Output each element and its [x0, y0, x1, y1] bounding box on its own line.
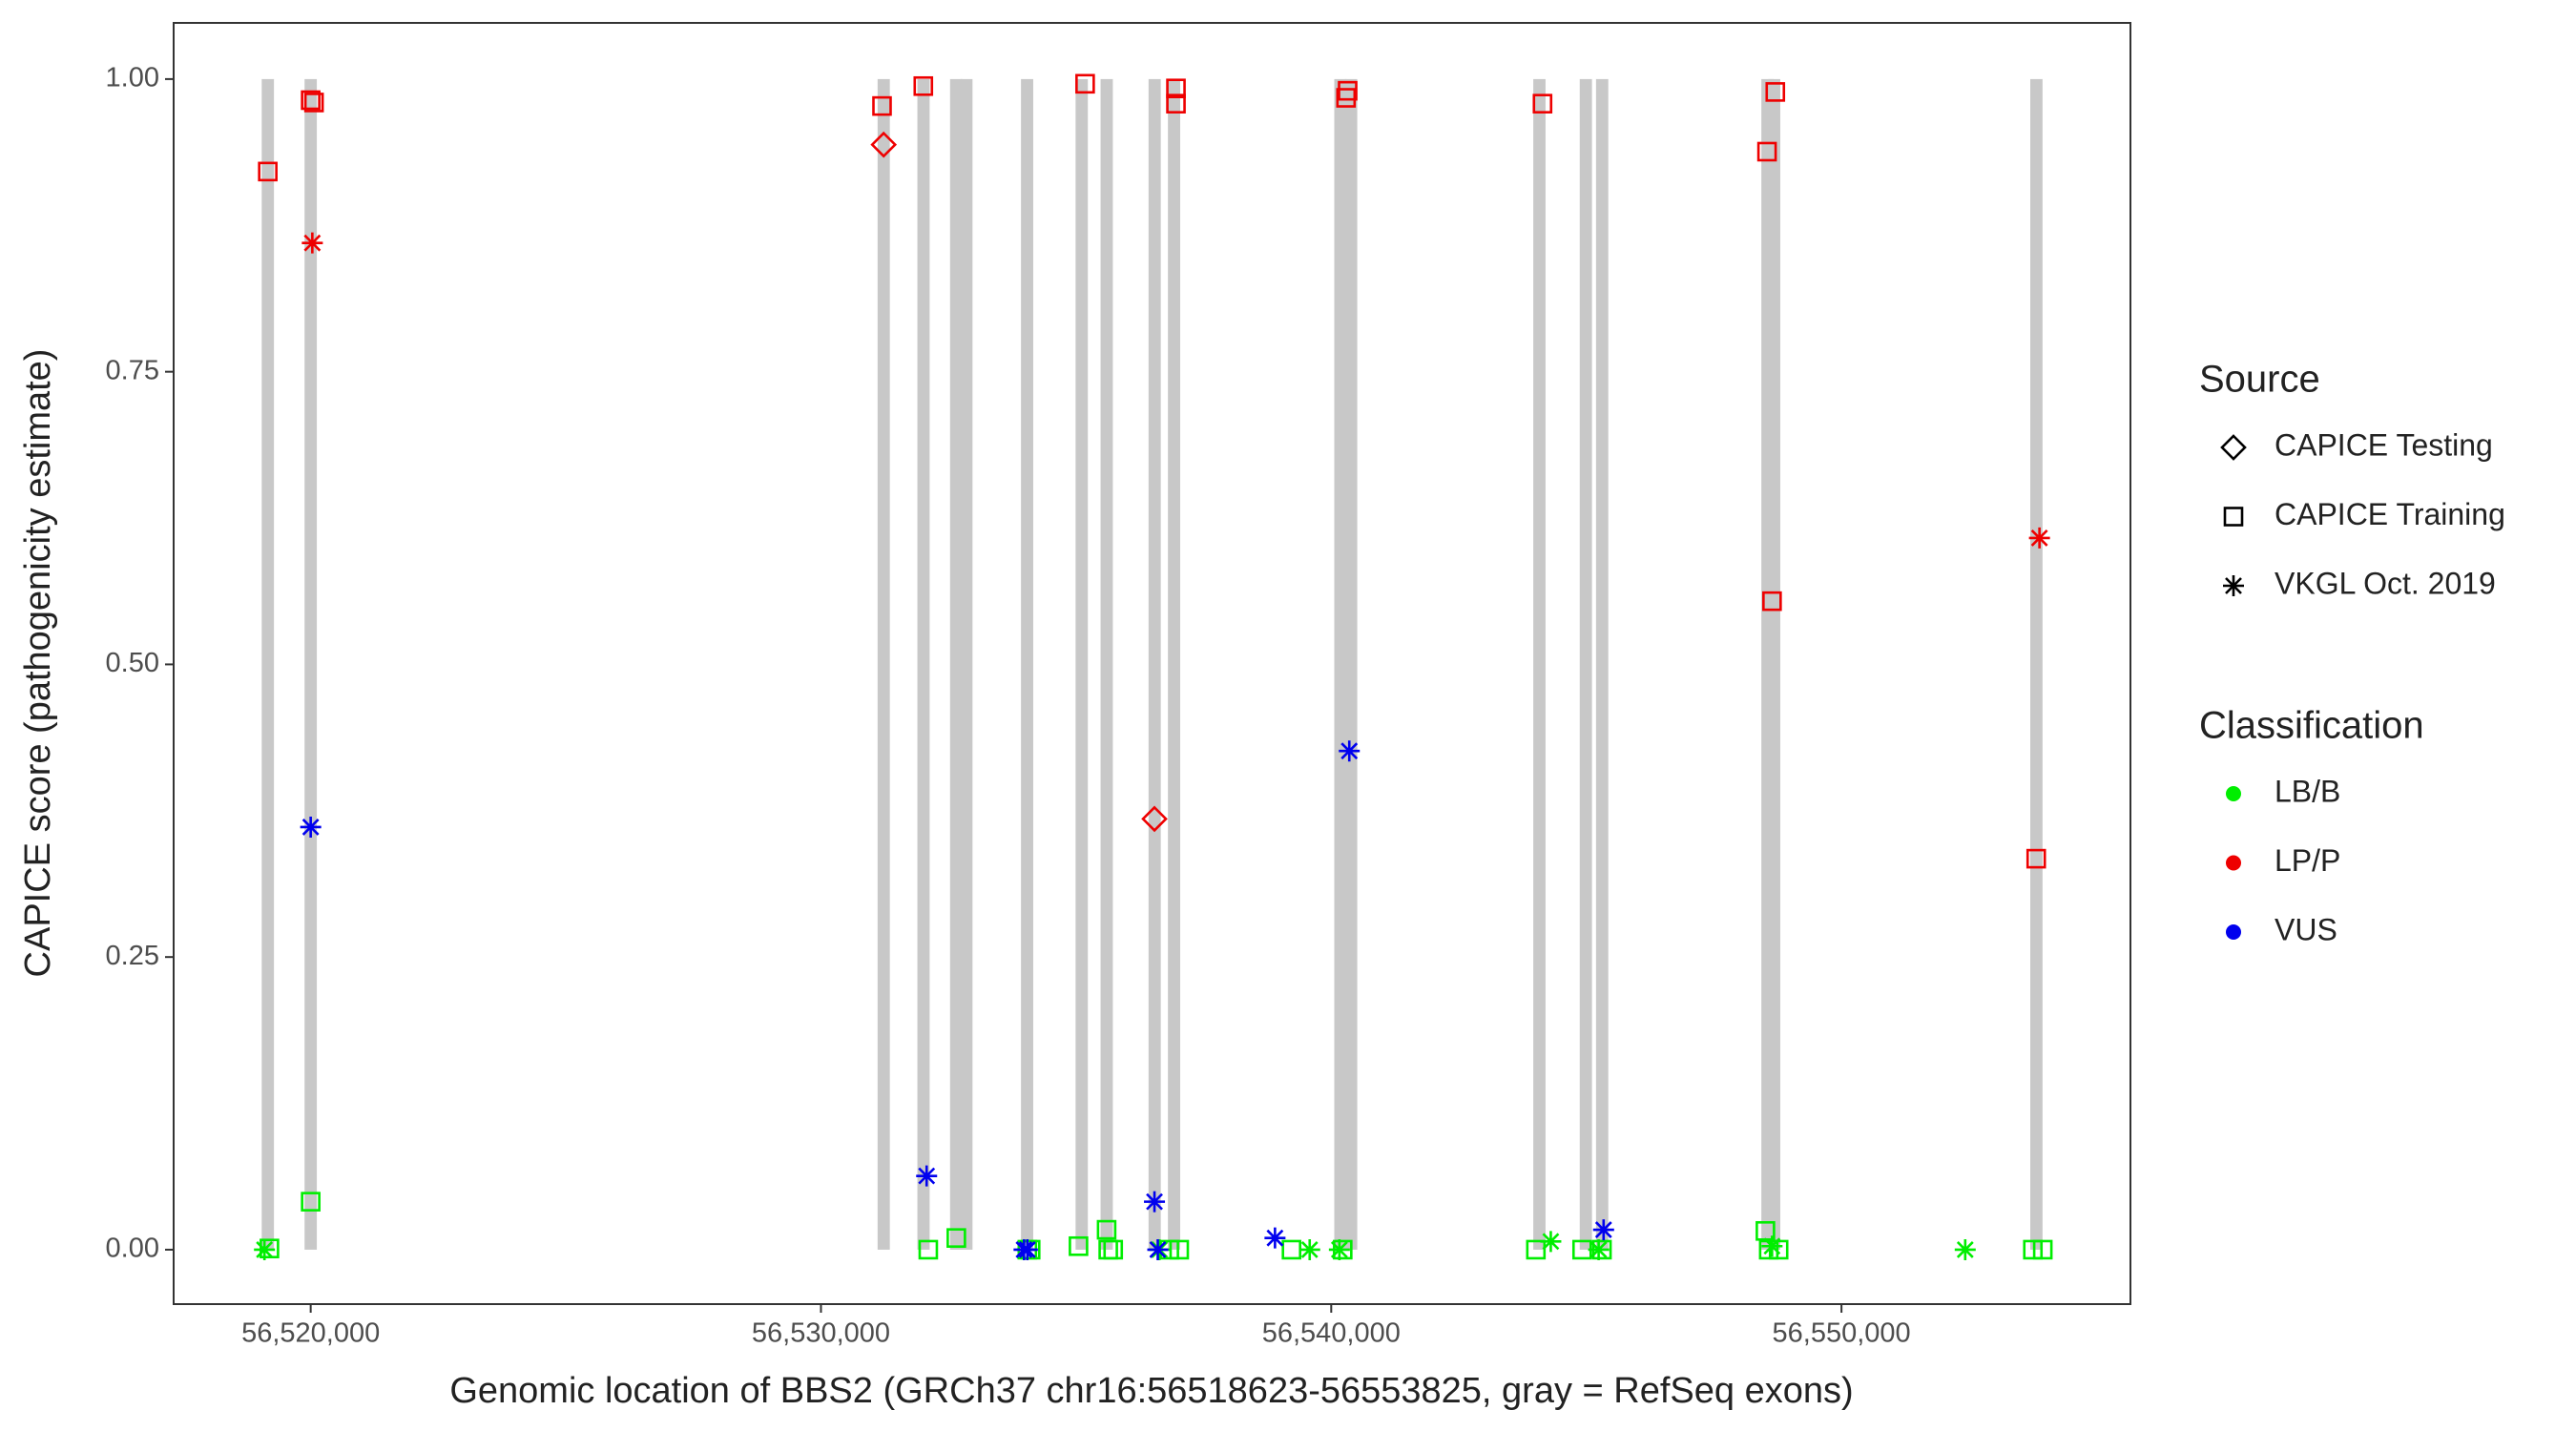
data-point [303, 93, 324, 113]
x-tick-label: 56,550,000 [1773, 1318, 1911, 1349]
x-tick-label: 56,540,000 [1262, 1318, 1401, 1349]
exon-bar [1334, 78, 1347, 1250]
data-point [1526, 1239, 1547, 1260]
data-point [1264, 1227, 1286, 1249]
data-point [2028, 527, 2050, 549]
data-point [1141, 805, 1168, 833]
exon-bar [261, 78, 275, 1250]
x-tick-label: 56,520,000 [241, 1318, 380, 1349]
data-point [1144, 1191, 1166, 1213]
data-point [1103, 1239, 1124, 1260]
exon-bar [1595, 78, 1609, 1250]
exon-bar [1100, 78, 1113, 1250]
y-tick-label: 0.50 [106, 648, 159, 678]
exon-bar [2030, 78, 2043, 1250]
legend-symbol [2226, 924, 2241, 940]
data-point [1069, 1235, 1089, 1256]
data-point [1281, 1239, 1301, 1260]
data-point [1075, 73, 1095, 94]
y-axis-title: CAPICE score (pathogenicity estimate) [18, 349, 58, 978]
plot-frame [173, 22, 2131, 1305]
x-axis-title: Genomic location of BBS2 (GRCh37 chr16:5… [449, 1371, 1853, 1411]
data-point [1540, 1231, 1562, 1253]
exon-bar [1168, 78, 1180, 1250]
data-point [1096, 1219, 1117, 1240]
data-point [1147, 1238, 1169, 1260]
data-point [258, 161, 278, 182]
data-point [1328, 1238, 1350, 1260]
y-tick-label: 0.00 [106, 1234, 159, 1264]
data-point [1336, 88, 1357, 108]
data-point [1166, 93, 1186, 114]
exon-bar [1579, 78, 1592, 1250]
legend-symbol [2223, 507, 2244, 527]
data-point [2023, 1239, 2044, 1260]
data-point [872, 95, 892, 116]
exon-bar [1021, 78, 1033, 1250]
exon-bar [1075, 78, 1089, 1250]
data-point [918, 1239, 939, 1260]
data-point [301, 232, 323, 254]
data-point [1166, 78, 1186, 99]
x-tick-label: 56,530,000 [752, 1318, 890, 1349]
data-point [1765, 82, 1786, 102]
legend-label: CAPICE Training [2275, 497, 2505, 531]
legend-symbol [2220, 434, 2247, 461]
exon-bar [949, 78, 963, 1250]
exon-bar [960, 78, 973, 1250]
data-point [1339, 740, 1361, 762]
exon-bar [1768, 78, 1780, 1250]
legend-title: Source [2199, 359, 2320, 401]
legend-label: CAPICE Testing [2275, 427, 2493, 462]
data-point [1298, 1238, 1320, 1260]
exon-bar [1148, 78, 1161, 1250]
data-point [1758, 1239, 1779, 1260]
legend-symbol [2223, 575, 2244, 596]
legend-label: LP/P [2275, 843, 2340, 878]
data-point [1338, 80, 1358, 101]
data-point [1954, 1238, 1976, 1260]
exon-bar [1344, 78, 1358, 1250]
data-point [1588, 1238, 1610, 1260]
data-point [946, 1228, 966, 1248]
data-point [1169, 1239, 1190, 1260]
data-point [301, 90, 321, 111]
data-point [300, 816, 322, 838]
data-point [1016, 1238, 1038, 1260]
data-point [254, 1238, 276, 1260]
data-point [2032, 1239, 2053, 1260]
data-point [1762, 591, 1782, 612]
exon-bar [917, 78, 930, 1250]
data-point [913, 75, 934, 96]
y-tick-label: 0.25 [106, 941, 159, 971]
legend-label: LB/B [2275, 774, 2340, 808]
legend-title: Classification [2199, 705, 2424, 747]
legend-label: VUS [2275, 912, 2337, 946]
data-point [301, 1192, 321, 1212]
legend-symbol [2226, 855, 2241, 871]
data-point [2025, 848, 2046, 869]
y-tick-label: 0.75 [106, 355, 159, 385]
data-point [870, 131, 898, 158]
data-point [916, 1165, 938, 1187]
data-point [1532, 93, 1553, 114]
legend-label: VKGL Oct. 2019 [2275, 566, 2496, 600]
exon-bar [1533, 78, 1546, 1250]
legend-symbol [2226, 786, 2241, 801]
exon-bar [304, 78, 318, 1250]
data-point [1756, 141, 1777, 162]
data-point [1592, 1219, 1614, 1241]
data-point [1761, 1235, 1783, 1257]
y-tick-label: 1.00 [106, 63, 159, 93]
exon-bar [877, 78, 890, 1250]
